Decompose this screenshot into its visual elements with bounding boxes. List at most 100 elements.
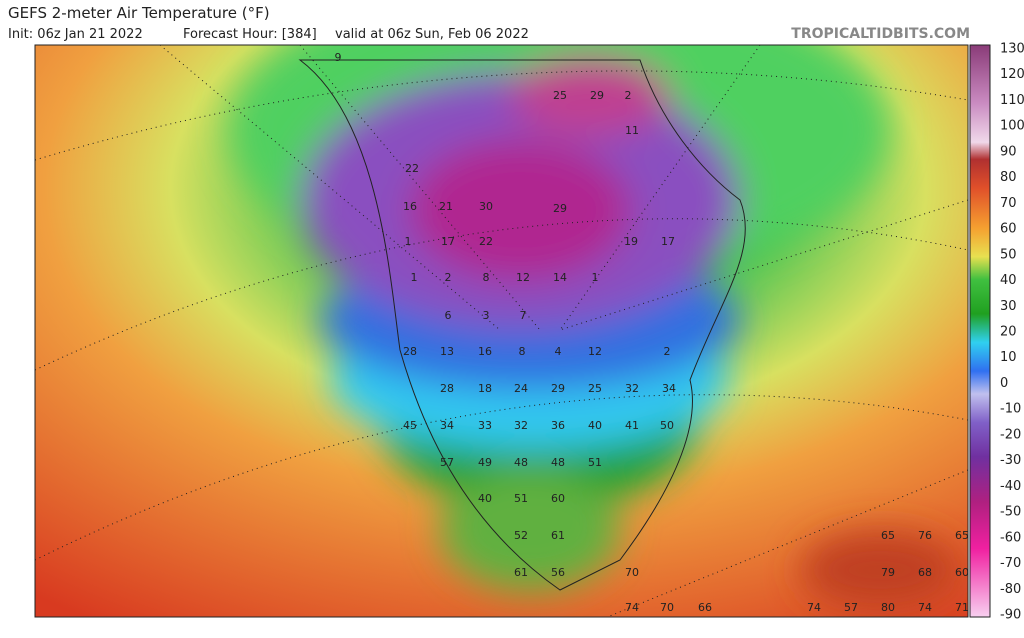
map-value-label: 45 bbox=[403, 419, 417, 432]
colorbar-label: -90 bbox=[1000, 608, 1021, 623]
colorbar-label: -40 bbox=[1000, 479, 1021, 494]
map-value-label: 1 bbox=[411, 271, 418, 284]
map-value-label: 74 bbox=[807, 601, 821, 614]
map-value-label: 52 bbox=[514, 529, 528, 542]
map-value-label: 76 bbox=[918, 529, 932, 542]
map-value-label: 1 bbox=[592, 271, 599, 284]
map-value-label: 3 bbox=[483, 309, 490, 322]
map-value-label: 29 bbox=[590, 89, 604, 102]
map-value-label: 48 bbox=[514, 456, 528, 469]
colorbar-label: 0 bbox=[1000, 376, 1008, 391]
map-value-label: 41 bbox=[625, 419, 639, 432]
site-name: TROPICALTIDBITS.COM bbox=[791, 26, 970, 42]
map-value-label: 66 bbox=[698, 601, 712, 614]
map-value-label: 2 bbox=[445, 271, 452, 284]
map-value-label: 36 bbox=[551, 419, 565, 432]
map-value-label: 22 bbox=[405, 162, 419, 175]
map-value-label: 57 bbox=[844, 601, 858, 614]
map-value-label: 2 bbox=[664, 345, 671, 358]
map-value-label: 18 bbox=[478, 382, 492, 395]
forecast-hour: Forecast Hour: [384] bbox=[183, 27, 317, 42]
colorbar-label: -80 bbox=[1000, 582, 1021, 597]
map-value-label: 79 bbox=[881, 566, 895, 579]
map-value-label: 70 bbox=[625, 566, 639, 579]
colorbar-label: 130 bbox=[1000, 42, 1024, 57]
map-value-label: 33 bbox=[478, 419, 492, 432]
map-value-label: 49 bbox=[478, 456, 492, 469]
map-value-label: 68 bbox=[918, 566, 932, 579]
map-value-label: 40 bbox=[478, 492, 492, 505]
colorbar-label: 60 bbox=[1000, 222, 1017, 237]
map-value-label: 29 bbox=[551, 382, 565, 395]
map-value-label: 34 bbox=[662, 382, 676, 395]
colorbar-label: 120 bbox=[1000, 67, 1024, 82]
map-value-label: 16 bbox=[403, 200, 417, 213]
map-value-label: 70 bbox=[660, 601, 674, 614]
map-value-label: 13 bbox=[440, 345, 454, 358]
map-value-label: 12 bbox=[588, 345, 602, 358]
map-value-label: 7 bbox=[520, 309, 527, 322]
map-value-label: 17 bbox=[441, 235, 455, 248]
map-value-label: 17 bbox=[661, 235, 675, 248]
colorbar-label: -70 bbox=[1000, 556, 1021, 571]
title: GEFS 2-meter Air Temperature (°F) bbox=[8, 4, 270, 22]
colorbar-label: -50 bbox=[1000, 505, 1021, 520]
map-value-label: 48 bbox=[551, 456, 565, 469]
map-value-label: 8 bbox=[483, 271, 490, 284]
map-value-label: 65 bbox=[955, 529, 969, 542]
colorbar-label: 50 bbox=[1000, 247, 1017, 262]
map-value-label: 25 bbox=[588, 382, 602, 395]
colorbar-label: 10 bbox=[1000, 350, 1017, 365]
map-value-label: 60 bbox=[551, 492, 565, 505]
map-value-label: 30 bbox=[479, 200, 493, 213]
init: Init: 06z Jan 21 2022 bbox=[8, 27, 143, 42]
map-value-label: 61 bbox=[551, 529, 565, 542]
colorbar-label: -20 bbox=[1000, 427, 1021, 442]
map-value-label: 51 bbox=[588, 456, 602, 469]
map-value-label: 25 bbox=[553, 89, 567, 102]
colorbar bbox=[969, 44, 991, 618]
colorbar-label: 20 bbox=[1000, 325, 1017, 340]
map-value-label: 74 bbox=[625, 601, 639, 614]
map-value-label: 21 bbox=[439, 200, 453, 213]
colorbar-label: 100 bbox=[1000, 119, 1024, 134]
map-value-label: 56 bbox=[551, 566, 565, 579]
map-frame bbox=[34, 44, 969, 618]
map-value-label: 80 bbox=[881, 601, 895, 614]
colorbar-label: -60 bbox=[1000, 530, 1021, 545]
map-value-label: 40 bbox=[588, 419, 602, 432]
map-value-label: 74 bbox=[918, 601, 932, 614]
colorbar-label: -30 bbox=[1000, 453, 1021, 468]
map-value-label: 1 bbox=[405, 235, 412, 248]
colorbar-label: 30 bbox=[1000, 299, 1017, 314]
map-value-label: 4 bbox=[555, 345, 562, 358]
map-value-label: 61 bbox=[514, 566, 528, 579]
map-value-label: 9 bbox=[335, 51, 342, 64]
map-value-label: 29 bbox=[553, 202, 567, 215]
map-value-label: 50 bbox=[660, 419, 674, 432]
colorbar-label: 110 bbox=[1000, 93, 1024, 108]
map-value-label: 12 bbox=[516, 271, 530, 284]
map-value-label: 71 bbox=[955, 601, 969, 614]
map-value-label: 19 bbox=[624, 235, 638, 248]
colorbar-label: 70 bbox=[1000, 196, 1017, 211]
map-value-label: 6 bbox=[445, 309, 452, 322]
map-value-label: 32 bbox=[514, 419, 528, 432]
map-value-label: 32 bbox=[625, 382, 639, 395]
map-value-label: 60 bbox=[955, 566, 969, 579]
map-value-label: 8 bbox=[519, 345, 526, 358]
map-value-label: 57 bbox=[440, 456, 454, 469]
map-value-label: 51 bbox=[514, 492, 528, 505]
map-value-label: 65 bbox=[881, 529, 895, 542]
map-value-label: 16 bbox=[478, 345, 492, 358]
map-value-label: 14 bbox=[553, 271, 567, 284]
colorbar-label: 80 bbox=[1000, 170, 1017, 185]
map-value-label: 28 bbox=[440, 382, 454, 395]
map-value-label: 2 bbox=[625, 89, 632, 102]
map-value-label: 11 bbox=[625, 124, 639, 137]
map-value-label: 28 bbox=[403, 345, 417, 358]
map bbox=[35, 45, 968, 617]
colorbar-label: 40 bbox=[1000, 273, 1017, 288]
map-value-label: 34 bbox=[440, 419, 454, 432]
